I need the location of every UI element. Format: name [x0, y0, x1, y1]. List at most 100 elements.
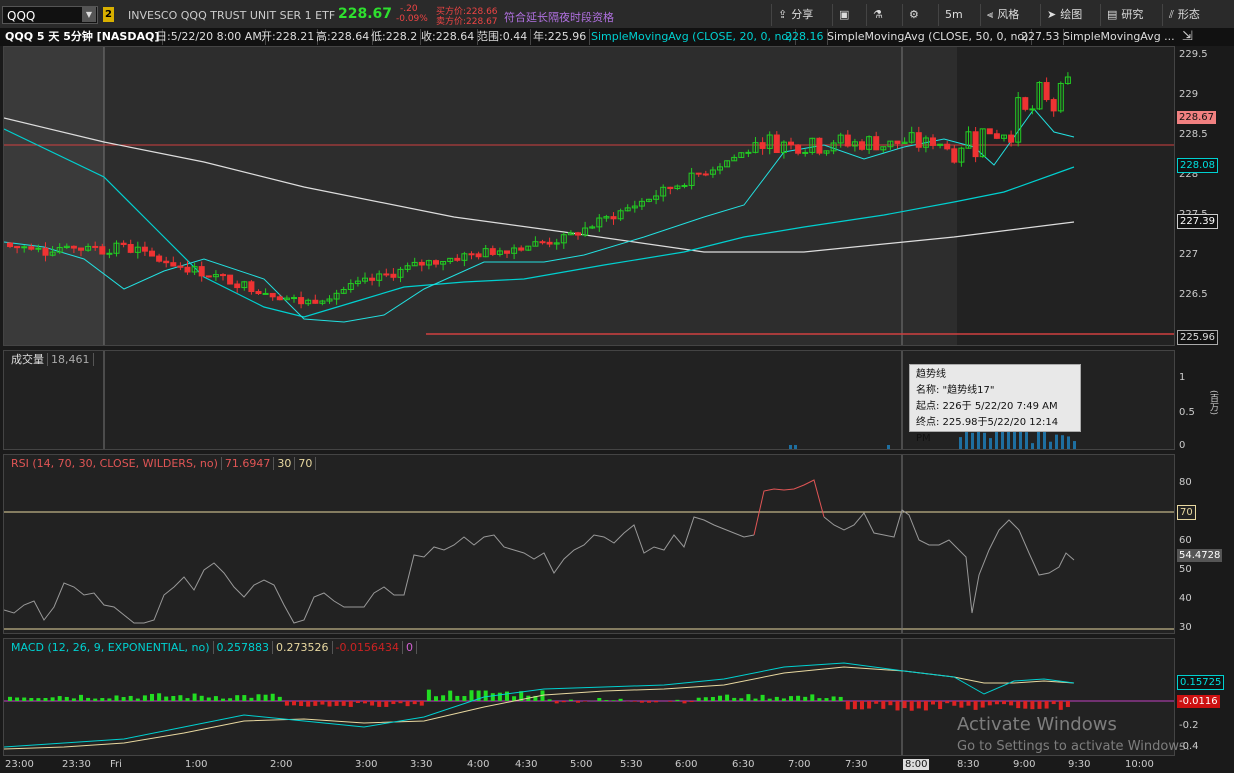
candle-body [766, 134, 773, 149]
candle-body [113, 242, 120, 254]
candle-body [816, 137, 823, 154]
candle-body [830, 142, 837, 152]
macd-histogram-bar [355, 701, 360, 704]
candle-body [362, 277, 368, 282]
macd-axis-label: 0.15725 [1177, 675, 1225, 690]
candle-body [347, 283, 354, 290]
symbol-input[interactable]: QQQ [2, 6, 98, 24]
macd-histogram-bar [888, 701, 893, 706]
candle-body [837, 134, 844, 144]
rsi-chart[interactable] [4, 455, 1174, 633]
macd-histogram-bar [235, 695, 240, 701]
tooltip-title: 趋势线 [916, 369, 946, 380]
fast-ma-line [4, 108, 1075, 323]
symbol-dropdown-icon[interactable]: ▼ [82, 7, 96, 22]
candle-body [397, 268, 404, 278]
rsi-tick: 30 [1179, 622, 1192, 633]
macd-label[interactable]: MACD (12, 26, 9, EXPONENTIAL, no) [8, 641, 214, 654]
style-button[interactable]: ⫷ 风格 [980, 4, 1039, 26]
collapse-icon[interactable]: ⇲ [1182, 29, 1193, 44]
ask-price: 卖方价:228.67 [436, 17, 498, 27]
candle-body [156, 255, 163, 262]
candle-body [35, 247, 42, 250]
candle-body [1015, 97, 1022, 143]
price-pane[interactable] [3, 46, 1175, 346]
candle-body [582, 227, 589, 236]
candle-body [972, 131, 979, 158]
macd-header: MACD (12, 26, 9, EXPONENTIAL, no) 0.25788… [8, 640, 417, 656]
price-chart[interactable] [4, 47, 1174, 345]
macd-diff: -0.0156434 [332, 641, 403, 654]
macd-histogram-bar [370, 701, 375, 706]
candle-body [454, 257, 461, 261]
macd-histogram-bar [185, 698, 190, 701]
patterns-button[interactable]: ⫽ 形态 [1162, 4, 1229, 26]
rsi-tick: 80 [1179, 477, 1192, 488]
candle-body [1029, 108, 1036, 111]
share-button[interactable]: ⇪ 分享 [771, 4, 836, 26]
sma-more-label[interactable]: SimpleMovingAvg ... [1063, 30, 1175, 43]
candle-body [922, 137, 929, 148]
candle-body [276, 296, 283, 301]
macd-histogram-bar [206, 697, 211, 701]
macd-histogram-bar [107, 698, 112, 701]
macd-histogram-bar [284, 701, 289, 706]
volume-chart[interactable] [4, 351, 1174, 449]
activation-watermark-title: Activate Windows [957, 714, 1117, 735]
time-axis[interactable]: 23:00 23:30 Fri 1:00 2:00 3:00 3:30 4:00 4:30 5:0… [0, 756, 1234, 773]
macd-axis[interactable]: 0.15725 -0.0116 -0.2 -0.4 [1177, 638, 1225, 756]
macd-histogram-bar [213, 696, 218, 701]
candle-body [901, 141, 908, 144]
macd-histogram-bar [157, 693, 162, 701]
macd-histogram-bar [1009, 701, 1014, 706]
studies-button[interactable]: ▤ 研究 [1100, 4, 1163, 26]
macd-tick: -0.4 [1179, 741, 1199, 752]
settings-button[interactable]: ⚙ [902, 4, 937, 26]
time-tick: 4:30 [515, 759, 538, 770]
macd-histogram-bar [199, 695, 204, 701]
macd-histogram-bar [270, 693, 275, 701]
candle-body [880, 146, 887, 151]
macd-histogram-bar [434, 696, 438, 701]
candle-body [908, 132, 915, 143]
candle-body [291, 297, 297, 300]
candle-body [134, 246, 141, 253]
macd-histogram-bar [15, 697, 20, 701]
candle-body [532, 241, 539, 247]
candle-body [610, 216, 617, 220]
time-tick: 6:00 [675, 759, 698, 770]
studies-flask-button[interactable]: ⚗ [866, 4, 901, 26]
timeframe-button[interactable]: 5m [938, 4, 981, 26]
candle-body [887, 140, 894, 148]
macd-histogram-bar [448, 690, 453, 701]
macd-histogram-bar [391, 701, 396, 705]
candle-body [674, 185, 681, 190]
price-tick: 229.5 [1179, 49, 1208, 60]
bid-price: 买方价:228.66 [436, 7, 498, 17]
snapshot-button[interactable]: ▣ [832, 4, 867, 26]
rsi-axis[interactable]: 807060504030 70 54.4728 [1177, 454, 1223, 634]
macd-pane[interactable]: MACD (12, 26, 9, EXPONENTIAL, no) 0.25788… [3, 638, 1175, 756]
rsi-pane[interactable]: RSI (14, 70, 30, CLOSE, WILDERS, no) 71.6… [3, 454, 1175, 634]
candle-body [795, 144, 802, 154]
volume-bar [989, 438, 992, 449]
volume-axis[interactable]: 1 0.5 0 (百万) [1177, 350, 1223, 451]
price-tick: 228 [1179, 169, 1199, 180]
link-group-badge[interactable]: 2 [103, 7, 114, 22]
macd-histogram-bar [767, 698, 772, 701]
macd-chart[interactable] [4, 639, 1174, 755]
time-tick: 23:30 [62, 759, 91, 770]
sma20-label[interactable]: SimpleMovingAvg (CLOSE, 20, 0, no) [588, 29, 797, 45]
extended-hours-note[interactable]: 符合延长隔夜时段资格 [504, 11, 614, 24]
macd-histogram-bar [164, 696, 169, 701]
drawing-button[interactable]: ➤ 绘图 [1040, 4, 1099, 26]
candle-body [788, 141, 794, 146]
sma50-label[interactable]: SimpleMovingAvg (CLOSE, 50, 0, no) [824, 29, 1033, 45]
rsi-70-label: 70 [1177, 505, 1196, 520]
tooltip-end: 终点: 225.98于5/22/20 12:14 PM [916, 417, 1059, 444]
chart-title: QQQ 5 天 5分钟 [NASDAQ] [2, 29, 164, 45]
candle-body [638, 200, 645, 207]
candle-body [475, 253, 482, 258]
rsi-label[interactable]: RSI (14, 70, 30, CLOSE, WILDERS, no) [8, 457, 222, 470]
